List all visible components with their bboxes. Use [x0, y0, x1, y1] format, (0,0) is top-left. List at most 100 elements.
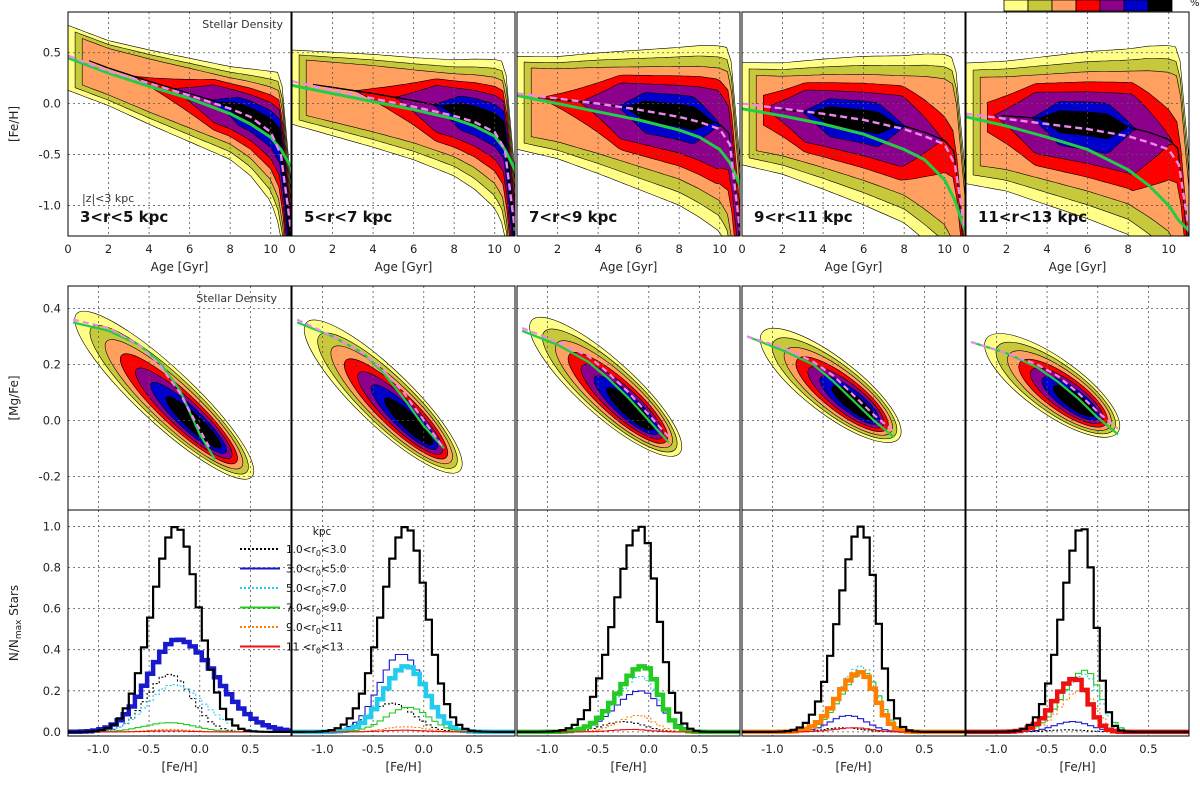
- z-label: |z|<3 kpc: [82, 192, 134, 205]
- histogram-series-5-7: [68, 684, 291, 733]
- histogram-series-7-9: [517, 664, 740, 735]
- density-contours: [292, 12, 515, 236]
- x-tick-label: -1.0: [311, 742, 333, 756]
- x-axis-label: [Fe/H]: [610, 760, 646, 774]
- alpha-metallicity-row: Stellar Density -0.2 0.0 0.2 0.4 [Mg/Fe]: [7, 285, 1190, 511]
- y-tick-label: 0.2: [43, 684, 61, 698]
- legend-label-pre: 1.0<r: [286, 544, 316, 556]
- panel-mgfe-5: [965, 285, 1190, 511]
- histogram-total: [292, 526, 515, 733]
- y-label-sub: max: [14, 619, 24, 639]
- x-tick-label: 0.0: [415, 742, 433, 756]
- colorbar-swatch: [1003, 0, 1029, 12]
- y-tick-label: 0.8: [43, 561, 61, 575]
- colorbar-unit: %: [1190, 0, 1200, 9]
- x-tick-label: 4: [1043, 242, 1050, 256]
- histogram-total: [517, 525, 740, 733]
- x-tick-label: 0: [962, 242, 969, 256]
- legend-label: 7.0<r0<9.0: [286, 603, 346, 617]
- x-tick-label: 0: [738, 242, 745, 256]
- x-axis-label: Age [Gyr]: [151, 260, 209, 274]
- panel-mdf-3: -1.0 -0.5 0.0 0.5 [Fe/H]: [516, 509, 741, 774]
- legend-label: 9.0<r0<11: [286, 622, 343, 636]
- x-tick-label: -0.5: [362, 742, 384, 756]
- histogram-series-5-7: [292, 664, 515, 735]
- legend-label-post: <13: [321, 642, 343, 654]
- density-level-7: [334, 87, 515, 236]
- colorbar-swatch: [1075, 0, 1101, 12]
- histogram-series-9-11: [742, 670, 965, 735]
- histogram-total: [966, 528, 1189, 733]
- panel-mdf-2: -1.0 -0.5 0.0 0.5 [Fe/H]: [291, 509, 516, 774]
- mdf-row: -1.0 -0.5 0.0 0.5 [Fe/H] 0.0 0.2 0.4 0.6 0.8 1.0 N/…: [7, 509, 1190, 774]
- x-tick-label: -1.0: [761, 742, 783, 756]
- x-axis-label: [Fe/H]: [161, 760, 197, 774]
- colorbar: %: [1003, 0, 1200, 12]
- x-tick-label: 6: [860, 242, 867, 256]
- x-tick-label: 2: [1003, 242, 1010, 256]
- x-tick-label: 10: [263, 242, 278, 256]
- histogram-series-9-11: [966, 690, 1189, 733]
- x-tick-label: 0.5: [465, 742, 483, 756]
- legend-label-sub: 0: [316, 627, 321, 636]
- panel-mdf-5: -1.0 -0.5 0.0 0.5 [Fe/H]: [965, 509, 1190, 774]
- x-tick-label: -0.5: [138, 742, 160, 756]
- y-tick-label: 0.0: [43, 725, 61, 739]
- legend-label-pre: 11 <r: [286, 642, 316, 654]
- x-axis-label: Age [Gyr]: [825, 260, 883, 274]
- mean-curve: [742, 102, 965, 232]
- histogram-series-7-9: [742, 672, 965, 733]
- histogram-series-1-3: [68, 673, 291, 733]
- histograms: [517, 510, 740, 736]
- model-curve: [296, 321, 445, 450]
- x-tick-label: -1.0: [87, 742, 109, 756]
- legend-label-post: <11: [321, 622, 343, 634]
- x-tick-label: 4: [819, 242, 826, 256]
- panel-frame: [291, 11, 516, 237]
- x-axis-label: Age [Gyr]: [600, 260, 658, 274]
- panel-age-feh-2: 0 2 4 6 8 10 Age [Gyr] 5<r<7 kpc: [288, 11, 516, 274]
- histograms: [292, 510, 515, 736]
- density-contours: [742, 12, 965, 236]
- y-tick-label: 0.4: [43, 643, 61, 657]
- x-tick-label: 8: [451, 242, 458, 256]
- density-contours: [68, 12, 291, 236]
- histogram-series-5-7: [966, 673, 1189, 733]
- density-contours: [966, 12, 1189, 236]
- age-metallicity-row: 0 2 4 6 8 10 Age [Gyr] 3<r<5 kpc |z|<3 kpc Stella…: [7, 11, 1190, 274]
- colorbar-swatch: [1027, 0, 1053, 12]
- annotation: Stellar Density: [202, 18, 283, 31]
- histogram-series-5-7: [517, 675, 740, 733]
- panel-frame: [741, 11, 966, 237]
- legend-label: 3.0<r0<5.0: [286, 564, 346, 578]
- radius-label: 3<r<5 kpc: [80, 208, 168, 226]
- panel-frame: [965, 509, 1190, 737]
- annotation: Stellar Density: [196, 292, 277, 305]
- legend-label-sub: 0: [316, 608, 321, 617]
- x-tick-label: 6: [1084, 242, 1091, 256]
- y-tick-label: -0.2: [39, 469, 61, 483]
- x-tick-label: 0: [513, 242, 520, 256]
- x-tick-label: 0.5: [690, 742, 708, 756]
- y-tick-label: 0.0: [43, 97, 61, 111]
- panel-mgfe-1: Stellar Density -0.2 0.0 0.2 0.4 [Mg/Fe]: [7, 285, 292, 511]
- x-axis-label: [Fe/H]: [385, 760, 421, 774]
- model-curve: [521, 329, 670, 444]
- histograms: [966, 510, 1189, 736]
- x-axis-label: Age [Gyr]: [375, 260, 433, 274]
- model-curve: [517, 94, 740, 186]
- y-label-suffix: Stars: [7, 585, 21, 620]
- y-tick-label: -1.0: [39, 198, 61, 212]
- legend-label-post: <3.0: [321, 544, 347, 556]
- x-tick-label: 8: [901, 242, 908, 256]
- legend-label-sub: 0: [316, 647, 321, 656]
- histograms: [742, 510, 965, 736]
- panel-mgfe-4: [741, 285, 966, 511]
- x-tick-label: -0.5: [812, 742, 834, 756]
- legend-label-post: <7.0: [321, 583, 347, 595]
- density-level-7: [606, 387, 655, 431]
- x-tick-label: 8: [227, 242, 234, 256]
- x-tick-label: 0.5: [241, 742, 259, 756]
- x-axis-label: [Fe/H]: [1059, 760, 1095, 774]
- x-tick-label: -1.0: [536, 742, 558, 756]
